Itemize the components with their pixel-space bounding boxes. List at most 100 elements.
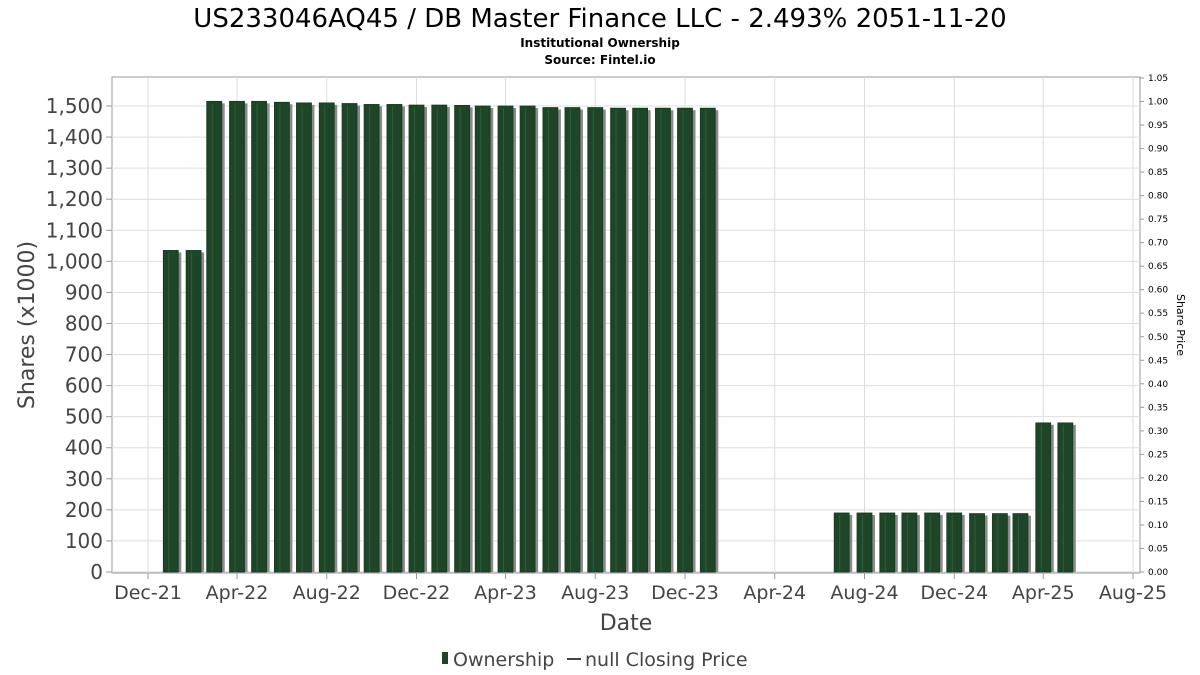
y-axis-label: Shares (x1000): [15, 241, 40, 409]
ownership-bar: [408, 104, 425, 573]
ownership-bar: [699, 107, 716, 573]
ownership-bar: [251, 100, 267, 573]
ownership-bar: [1012, 513, 1029, 573]
ownership-bar: [833, 512, 850, 573]
x-tick-label: Aug-22: [293, 582, 361, 604]
y-tick-label: 500: [65, 405, 103, 429]
y-tick-label: 700: [65, 343, 103, 367]
y2-tick-label: 0.25: [1148, 450, 1168, 460]
y2-tick-label: 0.15: [1148, 497, 1168, 507]
x-tick-label: Aug-24: [830, 582, 898, 604]
y-tick-label: 400: [65, 436, 103, 460]
ownership-bar: [542, 107, 559, 573]
y-tick-label: 1,300: [46, 156, 103, 180]
y2-tick-label: 0.20: [1148, 474, 1168, 484]
ownership-bar: [185, 250, 202, 573]
y-tick-label: 1,000: [46, 249, 103, 273]
y-axis-ticks: 0 100 200 300 400 500 600 700 800 900 1,000 1,100 1,…: [46, 94, 112, 584]
x-tick-label: Dec-24: [920, 582, 988, 604]
ownership-bar: [879, 512, 896, 573]
chart-subtitle: Institutional Ownership: [520, 36, 680, 50]
ownership-bar: [610, 107, 626, 573]
x-tick-label: Aug-23: [561, 582, 629, 604]
y-tick-label: 900: [65, 280, 103, 304]
y-tick-label: 300: [65, 467, 103, 491]
y-tick-label: 1,400: [46, 125, 103, 149]
x-tick-label: Dec-22: [383, 582, 451, 604]
ownership-bar: [587, 107, 604, 573]
y-tick-label: 1,100: [46, 218, 103, 242]
y2-tick-label: 0.85: [1148, 168, 1168, 178]
y2-tick-label: 0.95: [1148, 121, 1168, 131]
x-axis-ticks: Dec-21 Apr-22 Aug-22 Dec-22 Apr-23 Aug-23 Dec-…: [114, 573, 1167, 604]
ownership-bar: [946, 512, 963, 573]
y-tick-label: 800: [65, 311, 103, 335]
ownership-bar: [677, 107, 693, 573]
y2-tick-label: 0.50: [1148, 333, 1168, 343]
y2-tick-label: 0.10: [1148, 521, 1168, 531]
y2-tick-label: 0.30: [1148, 427, 1168, 437]
chart-title: US233046AQ45 / DB Master Finance LLC - 2…: [193, 4, 1006, 34]
ownership-bar: [162, 250, 179, 573]
x-tick-label: Apr-24: [743, 582, 806, 604]
bars: [162, 100, 1076, 573]
ownership-bar: [363, 104, 380, 573]
y2-tick-label: 0.90: [1148, 145, 1168, 155]
legend-ownership-label: Ownership: [453, 649, 554, 671]
y2-tick-label: 0.05: [1148, 544, 1168, 554]
y-tick-label: 200: [65, 498, 103, 522]
ownership-bar: [454, 104, 471, 573]
ownership-bar: [206, 100, 223, 573]
ownership-bar: [497, 105, 514, 573]
ownership-bar: [856, 512, 873, 573]
legend-price-label: null Closing Price: [585, 649, 748, 671]
ownership-bar: [386, 104, 403, 573]
ownership-bar: [318, 102, 335, 573]
y2-tick-label: 0.35: [1148, 403, 1168, 413]
ownership-bar: [341, 103, 358, 573]
y-tick-label: 1,500: [46, 94, 103, 118]
y2-tick-label: 0.70: [1148, 239, 1168, 249]
ownership-bar: [564, 107, 581, 573]
y-tick-label: 100: [65, 529, 103, 553]
y-tick-label: 600: [65, 374, 103, 398]
ownership-bar: [431, 104, 448, 573]
ownership-bar: [969, 513, 985, 573]
y2-tick-label: 0.65: [1148, 262, 1168, 272]
y2-tick-label: 0.80: [1148, 192, 1168, 202]
x-tick-label: Aug-25: [1099, 582, 1167, 604]
x-tick-label: Apr-22: [206, 582, 269, 604]
x-axis-label: Date: [600, 611, 653, 636]
x-tick-label: Dec-23: [651, 582, 719, 604]
x-tick-label: Dec-21: [114, 582, 182, 604]
y2-tick-label: 0.55: [1148, 309, 1168, 319]
y2-tick-label: 0.40: [1148, 380, 1168, 390]
ownership-bar: [924, 512, 941, 573]
x-tick-label: Apr-23: [474, 582, 537, 604]
chart-source: Source: Fintel.io: [544, 53, 655, 67]
y2-tick-label: 0.60: [1148, 286, 1168, 296]
ownership-bar: [655, 107, 671, 573]
ownership-bar: [229, 100, 245, 573]
y-tick-label: 0: [90, 560, 103, 584]
y-tick-label: 1,200: [46, 187, 103, 211]
ownership-bar: [991, 513, 1008, 573]
ownership-bar: [1057, 422, 1074, 573]
x-tick-label: Apr-25: [1012, 582, 1075, 604]
y2-axis-label: Share Price: [1174, 294, 1187, 356]
ownership-bar: [632, 107, 649, 573]
ownership-bar: [273, 101, 290, 573]
ownership-bar: [1035, 422, 1052, 573]
y2-tick-label: 1.00: [1148, 98, 1168, 108]
ownership-bar: [474, 105, 491, 573]
y2-tick-label: 0.00: [1148, 568, 1168, 578]
ownership-bar: [296, 102, 312, 573]
legend: Ownership null Closing Price: [442, 649, 748, 671]
ownership-bar: [901, 512, 918, 573]
y2-tick-label: 1.05: [1148, 74, 1168, 84]
y2-tick-label: 0.75: [1148, 215, 1168, 225]
y2-tick-label: 0.45: [1148, 356, 1168, 366]
y2-axis-ticks: 0.00 0.05 0.10 0.15 0.20 0.25 0.30 0.35 0.40 0.45…: [1140, 74, 1168, 578]
legend-ownership-swatch: [442, 652, 448, 664]
